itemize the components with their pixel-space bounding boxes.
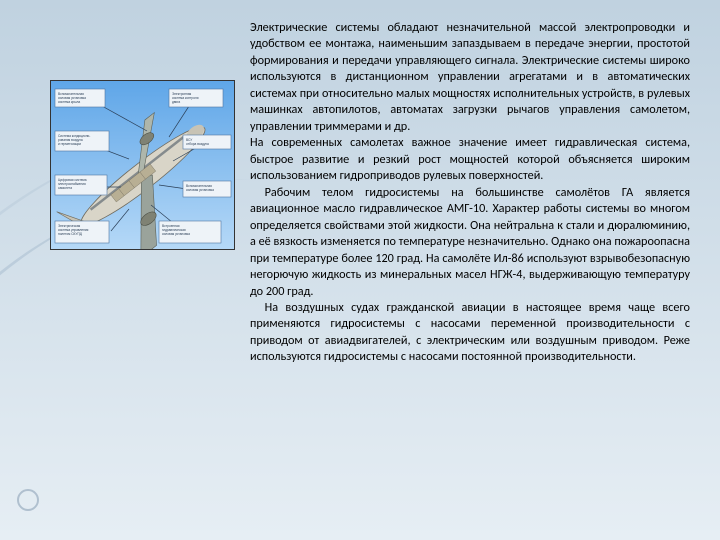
callout-box: Цифровая системаэлектроснабжениясамолета <box>55 175 107 195</box>
callout-box: Система кондициони-рования воздухаи герм… <box>55 131 109 151</box>
callout-box: Электрическаясистема управленияполетом С… <box>55 221 109 243</box>
svg-text:двига: двига <box>172 100 180 104</box>
callout-box: Встроеннаягидравлическаясиловая установк… <box>159 221 221 243</box>
svg-text:силовая установка: силовая установка <box>162 232 190 236</box>
svg-text:самолета: самолета <box>58 186 72 190</box>
right-column: Электрические системы обладают незначите… <box>240 20 690 520</box>
svg-text:система крыла: система крыла <box>58 100 80 104</box>
callout-box: Вспомогательнаясиловая установкасистема … <box>55 89 105 107</box>
left-column: Вспомогательнаясиловая установка система … <box>20 20 240 520</box>
aircraft-cutaway-figure: Вспомогательнаясиловая установка система … <box>50 80 235 250</box>
callout-box: ВСУотбора воздуха <box>183 135 231 149</box>
body-text: Электрические системы обладают незначите… <box>250 20 690 366</box>
callout-box: Вспомогательнаясиловая установка <box>183 181 231 197</box>
svg-text:силовая установка: силовая установка <box>186 188 214 192</box>
paragraph-1: Электрические системы обладают незначите… <box>250 20 690 135</box>
svg-text:полетом СКУПД: полетом СКУПД <box>58 232 83 236</box>
callout-box: Электроннаясистема контролядвига <box>169 89 223 107</box>
paragraph-3: Рабочим телом гидросистемы на большинств… <box>250 185 690 300</box>
aircraft-cutaway-svg: Вспомогательнаясиловая установка система … <box>51 81 235 250</box>
paragraph-2: На современных самолетах важное значение… <box>250 135 690 184</box>
svg-text:и герметизации: и герметизации <box>58 142 81 146</box>
svg-text:отбора воздуха: отбора воздуха <box>186 142 209 146</box>
paragraph-4: На воздушных судах гражданской авиации в… <box>250 300 690 366</box>
slide: Вспомогательнаясиловая установка система … <box>0 0 720 540</box>
